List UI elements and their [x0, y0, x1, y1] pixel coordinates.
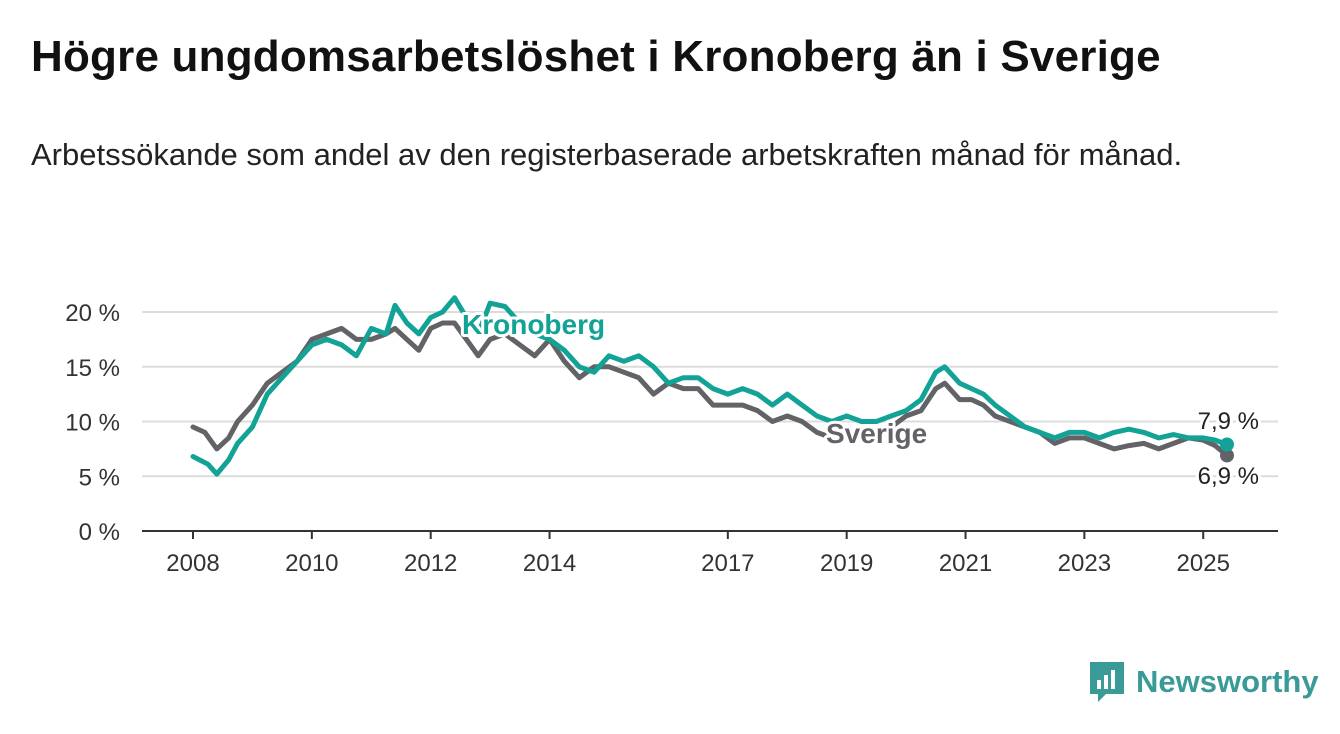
x-tick-label: 2023: [1058, 550, 1111, 577]
logo-text: Newsworthy: [1136, 664, 1319, 699]
x-tick-label: 2012: [404, 550, 457, 577]
series-labels: Kronoberg Sverige 7,9 % 6,9 %: [459, 306, 1262, 493]
end-value-label-sverige: 6,9 %: [1198, 463, 1259, 490]
x-tick-label: 2017: [701, 550, 754, 577]
series-label-sverige: Sverige: [826, 418, 927, 449]
series-line-kronoberg: [190, 295, 1230, 477]
gridlines: [142, 311, 1278, 478]
x-tick-label: 2025: [1177, 550, 1230, 577]
newsworthy-logo: Newsworthy: [1088, 660, 1319, 704]
x-tick-label: 2008: [166, 550, 219, 577]
series-endpoint-kronoberg: [1220, 437, 1234, 452]
series-endpoint-sverige: [1220, 448, 1234, 463]
x-tick-label: 2021: [939, 550, 992, 577]
y-tick-label: 20 %: [65, 300, 120, 327]
y-tick-label: 15 %: [65, 355, 120, 382]
series-label-kronoberg: Kronoberg: [462, 309, 605, 340]
chart-title: Högre ungdomsarbetslöshet i Kronoberg än…: [31, 32, 1161, 81]
y-axis-tick-labels: 0 % 5 % 10 % 15 % 20 %: [65, 300, 120, 546]
chart-subtitle: Arbetssökande som andel av den registerb…: [31, 137, 1183, 172]
series-line-sverige: [190, 320, 1230, 458]
y-tick-label: 10 %: [65, 410, 120, 437]
x-axis: 2008 2010 2012 2014 2017 2019 2021 2023 2025: [142, 530, 1278, 577]
y-tick-label: 0 %: [79, 519, 120, 546]
x-tick-label: 2014: [523, 550, 576, 577]
series-lines: [190, 295, 1234, 477]
x-tick-label: 2010: [285, 550, 338, 577]
y-tick-label: 5 %: [79, 464, 120, 491]
x-tick-label: 2019: [820, 550, 873, 577]
end-value-label-kronoberg: 7,9 %: [1198, 408, 1259, 435]
bar-chart-speech-bubble-icon: [1090, 662, 1124, 702]
